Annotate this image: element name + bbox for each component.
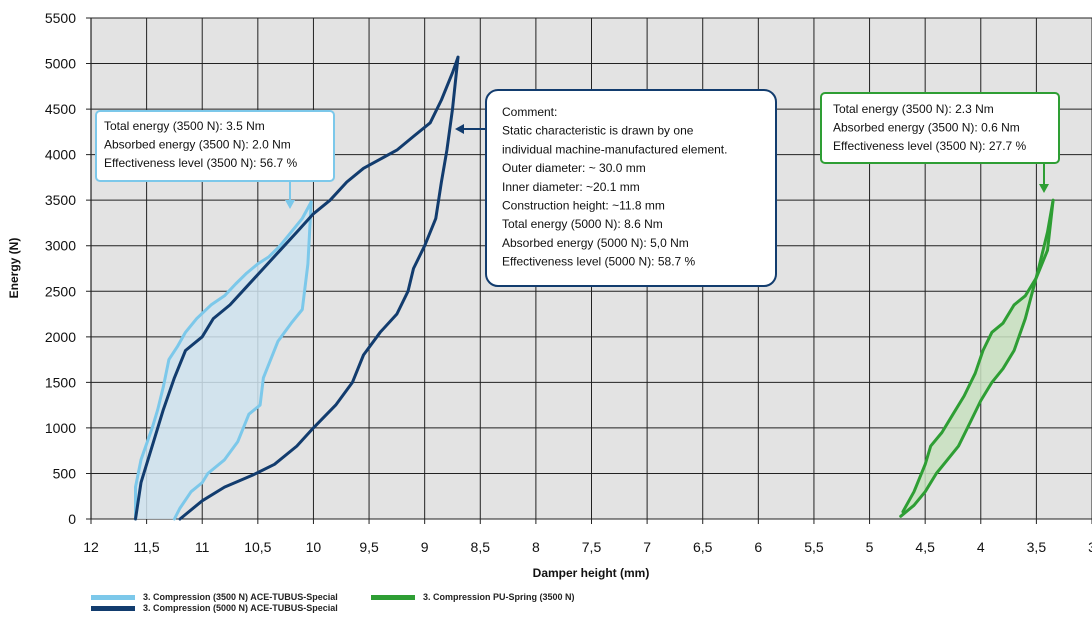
series-layer xyxy=(134,55,1055,521)
annotation-box xyxy=(95,110,335,182)
x-tick-label: 8,5 xyxy=(471,539,491,555)
x-tick-label: 3 xyxy=(1088,539,1092,555)
series-loading-line xyxy=(901,198,1055,514)
legend-label: 3. Compression (5000 N) ACE-TUBUS-Specia… xyxy=(143,603,338,613)
legend-label: 3. Compression (3500 N) ACE-TUBUS-Specia… xyxy=(143,592,338,602)
annotation-pu-3500: Total energy (3500 N): 2.3 Nm Absorbed en… xyxy=(820,92,1060,193)
annotation-comment: Comment: Static characteristic is drawn b… xyxy=(455,89,777,287)
x-tick-label: 4,5 xyxy=(915,539,935,555)
annotation-line: Total energy (5000 N): 8.6 Nm xyxy=(502,217,663,231)
annotation-box xyxy=(820,92,1060,164)
legend-label: 3. Compression PU-Spring (3500 N) xyxy=(423,592,575,602)
annotation-line: Inner diameter: ~20.1 mm xyxy=(502,180,640,194)
x-tick-label: 12 xyxy=(83,539,99,555)
annotation-line: Absorbed energy (3500 N): 0.6 Nm xyxy=(833,121,1020,135)
x-tick-label: 9 xyxy=(421,539,429,555)
series-unloading-line xyxy=(172,200,313,521)
x-tick-label: 9,5 xyxy=(359,539,379,555)
annotation-line: Absorbed energy (5000 N): 5,0 Nm xyxy=(502,236,689,250)
legend-swatch xyxy=(91,605,135,611)
series-unloading-line xyxy=(899,198,1055,518)
x-tick-label: 5,5 xyxy=(804,539,824,555)
series-loading-line xyxy=(134,55,460,521)
legend-item-tubus-5000: 3. Compression (5000 N) ACE-TUBUS-Specia… xyxy=(91,603,338,613)
y-tick-label: 3500 xyxy=(45,192,76,208)
y-tick-label: 5500 xyxy=(45,10,76,26)
annotation-line: Effectiveness level (3500 N): 56.7 % xyxy=(104,156,298,170)
y-tick-label: 4500 xyxy=(45,101,76,117)
y-axis-title: Energy (N) xyxy=(7,238,21,299)
x-tick-label: 10 xyxy=(306,539,322,555)
y-tick-label: 2500 xyxy=(45,283,76,299)
annotation-tubus-3500: Total energy (3500 N): 3.5 Nm Absorbed en… xyxy=(95,110,335,209)
annotation-line: Effectiveness level (5000 N): 58.7 % xyxy=(502,255,696,269)
x-tick-label: 7 xyxy=(643,539,651,555)
axis-ticks: 12 11,5 11 10,5 10 9,5 9 8,5 8 7,5 7 6,5 6 5,5 5 4,5 4 3,… xyxy=(45,10,1092,555)
y-tick-label: 5000 xyxy=(45,56,76,72)
annotation-box xyxy=(485,89,777,287)
x-tick-label: 6,5 xyxy=(693,539,713,555)
y-tick-label: 0 xyxy=(68,511,76,527)
annotation-arrowhead xyxy=(285,200,295,209)
x-tick-label: 4 xyxy=(977,539,985,555)
annotation-arrowhead xyxy=(455,124,464,134)
y-tick-label: 500 xyxy=(53,465,77,481)
y-tick-label: 1500 xyxy=(45,374,76,390)
annotations: Total energy (3500 N): 3.5 Nm Absorbed en… xyxy=(95,89,1060,287)
x-tick-label: 6 xyxy=(754,539,762,555)
annotation-line: Total energy (3500 N): 2.3 Nm xyxy=(833,102,994,116)
annotation-line: individual machine-manufactured element. xyxy=(502,142,727,156)
y-tick-label: 2000 xyxy=(45,329,76,345)
legend-swatch xyxy=(371,594,415,600)
y-tick-label: 3000 xyxy=(45,238,76,254)
x-tick-label: 5 xyxy=(866,539,874,555)
legend-item-tubus-3500: 3. Compression (3500 N) ACE-TUBUS-Specia… xyxy=(91,592,338,602)
x-tick-label: 8 xyxy=(532,539,540,555)
annotation-line: Total energy (3500 N): 3.5 Nm xyxy=(104,119,265,133)
annotation-arrowhead xyxy=(1039,184,1049,193)
y-tick-label: 1000 xyxy=(45,420,76,436)
legend-item-pu-spring: 3. Compression PU-Spring (3500 N) xyxy=(371,592,575,602)
series-unloading-line xyxy=(178,55,460,521)
annotation-line: Absorbed energy (3500 N): 2.0 Nm xyxy=(104,138,291,152)
x-tick-label: 11,5 xyxy=(134,539,160,555)
series-loading-line xyxy=(134,200,313,521)
annotation-line: Comment: xyxy=(502,105,557,119)
series-fill xyxy=(135,202,312,519)
legend-swatch xyxy=(91,594,135,600)
x-tick-label: 3,5 xyxy=(1027,539,1047,555)
x-tick-label: 11 xyxy=(195,539,210,555)
x-tick-label: 7,5 xyxy=(582,539,602,555)
y-tick-label: 4000 xyxy=(45,147,76,163)
annotation-line: Effectiveness level (3500 N): 27.7 % xyxy=(833,139,1027,153)
x-axis-title: Damper height (mm) xyxy=(533,566,650,580)
x-tick-label: 10,5 xyxy=(244,539,271,555)
annotation-line: Static characteristic is drawn by one xyxy=(502,124,694,138)
annotation-line: Outer diameter: ~ 30.0 mm xyxy=(502,161,646,175)
annotation-line: Construction height: ~11.8 mm xyxy=(502,199,665,213)
